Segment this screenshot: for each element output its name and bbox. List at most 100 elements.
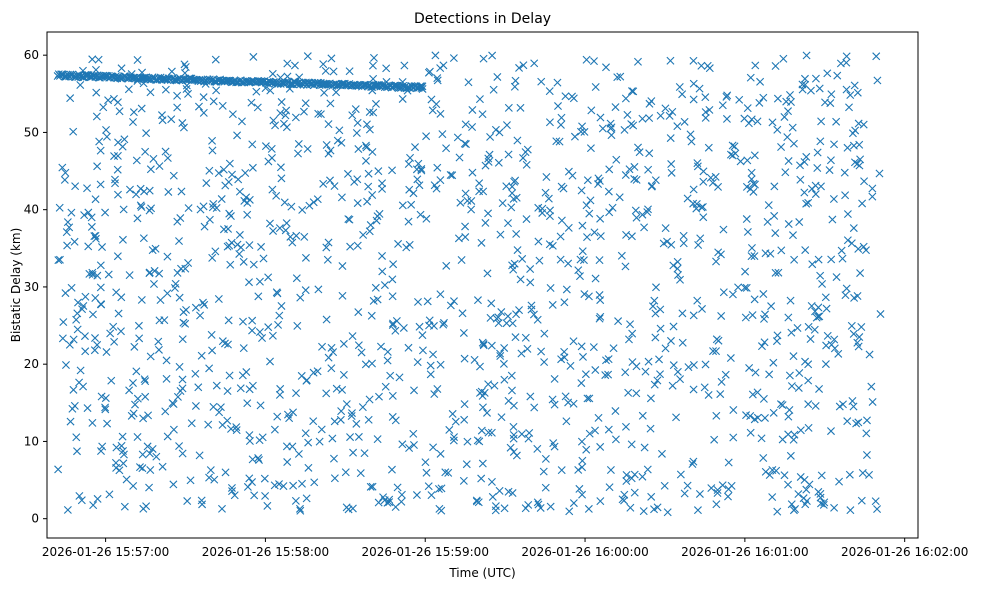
detection-point (574, 266, 583, 275)
detection-point (57, 70, 66, 79)
detection-point (72, 433, 81, 442)
detection-point (693, 162, 702, 171)
detection-point (147, 204, 156, 213)
detection-point (564, 223, 573, 232)
detection-point (678, 338, 687, 347)
detection-point (220, 339, 229, 348)
detection-point (507, 371, 516, 380)
detection-point (800, 157, 809, 166)
detection-point (218, 420, 227, 429)
plot-frame (46, 31, 919, 539)
detection-point (353, 118, 362, 127)
detection-point (429, 350, 438, 359)
detection-point (113, 98, 122, 107)
detection-point (484, 380, 493, 389)
detection-point (627, 120, 636, 129)
detection-point (94, 55, 103, 64)
detection-point (742, 283, 751, 292)
detection-point (777, 246, 786, 255)
detection-point (689, 311, 698, 320)
detection-point (605, 165, 614, 174)
detection-point (595, 314, 604, 323)
detection-point (58, 163, 67, 172)
detection-point (622, 230, 631, 239)
detection-point (249, 260, 258, 269)
detection-point (470, 355, 479, 364)
detection-point (54, 465, 63, 474)
detection-point (298, 479, 306, 488)
detection-point (556, 232, 565, 241)
detection-point (107, 376, 116, 385)
detection-point (826, 156, 835, 165)
detection-point (857, 496, 866, 505)
detection-point (578, 221, 587, 230)
detection-point (714, 182, 723, 191)
detection-point (782, 97, 791, 106)
detection-point (855, 161, 864, 170)
detection-point (479, 54, 488, 63)
detection-point (808, 260, 817, 269)
detection-point (69, 385, 78, 394)
detection-point (339, 339, 348, 348)
detection-point (508, 319, 517, 328)
detection-point (529, 310, 538, 319)
detection-point (337, 193, 346, 202)
detection-point (93, 340, 102, 349)
detection-point (212, 204, 221, 213)
detection-point (388, 166, 397, 175)
detection-point (701, 93, 710, 102)
detection-point (352, 419, 361, 428)
detection-point (439, 320, 448, 329)
detection-point (854, 119, 863, 128)
detection-point (669, 361, 678, 370)
detection-point (714, 248, 723, 257)
detection-point (55, 203, 64, 212)
detection-point (196, 311, 205, 320)
detection-point (669, 322, 678, 331)
detection-point (486, 313, 495, 322)
detection-point (186, 476, 195, 485)
detection-point (837, 246, 846, 255)
detection-point (113, 165, 122, 174)
detection-point (344, 505, 353, 514)
detection-point (578, 463, 587, 472)
detection-point (524, 434, 533, 443)
detection-point (97, 300, 106, 309)
detection-point (745, 363, 754, 372)
detection-point (459, 328, 468, 337)
detection-point (319, 60, 328, 69)
detection-point (626, 503, 635, 512)
detection-point (710, 435, 719, 444)
detection-point (873, 505, 882, 514)
detection-point (475, 437, 484, 446)
detection-point (485, 150, 494, 159)
detection-point (243, 482, 252, 491)
detection-point (512, 229, 521, 238)
detection-point (607, 131, 616, 140)
detection-point (320, 88, 329, 97)
detection-point (788, 123, 797, 132)
detection-point (442, 261, 451, 270)
detection-point (650, 380, 659, 389)
detection-point (842, 85, 851, 94)
detection-point (562, 285, 571, 294)
detection-point (716, 390, 725, 399)
detection-point (546, 502, 555, 511)
detection-point (208, 253, 217, 262)
detection-point (494, 313, 503, 322)
detection-point (228, 170, 236, 179)
detection-point (429, 443, 438, 452)
detection-point (659, 239, 668, 248)
detection-point (533, 315, 542, 324)
detection-point (316, 110, 325, 119)
detection-point (541, 483, 550, 492)
detection-point (91, 234, 100, 243)
detection-point (591, 82, 600, 91)
detection-point (846, 91, 855, 100)
detection-point (183, 497, 192, 506)
detection-point (191, 303, 200, 312)
detection-point (504, 150, 513, 159)
detection-point (773, 125, 782, 134)
detection-point (378, 267, 387, 276)
detection-point (756, 77, 765, 86)
